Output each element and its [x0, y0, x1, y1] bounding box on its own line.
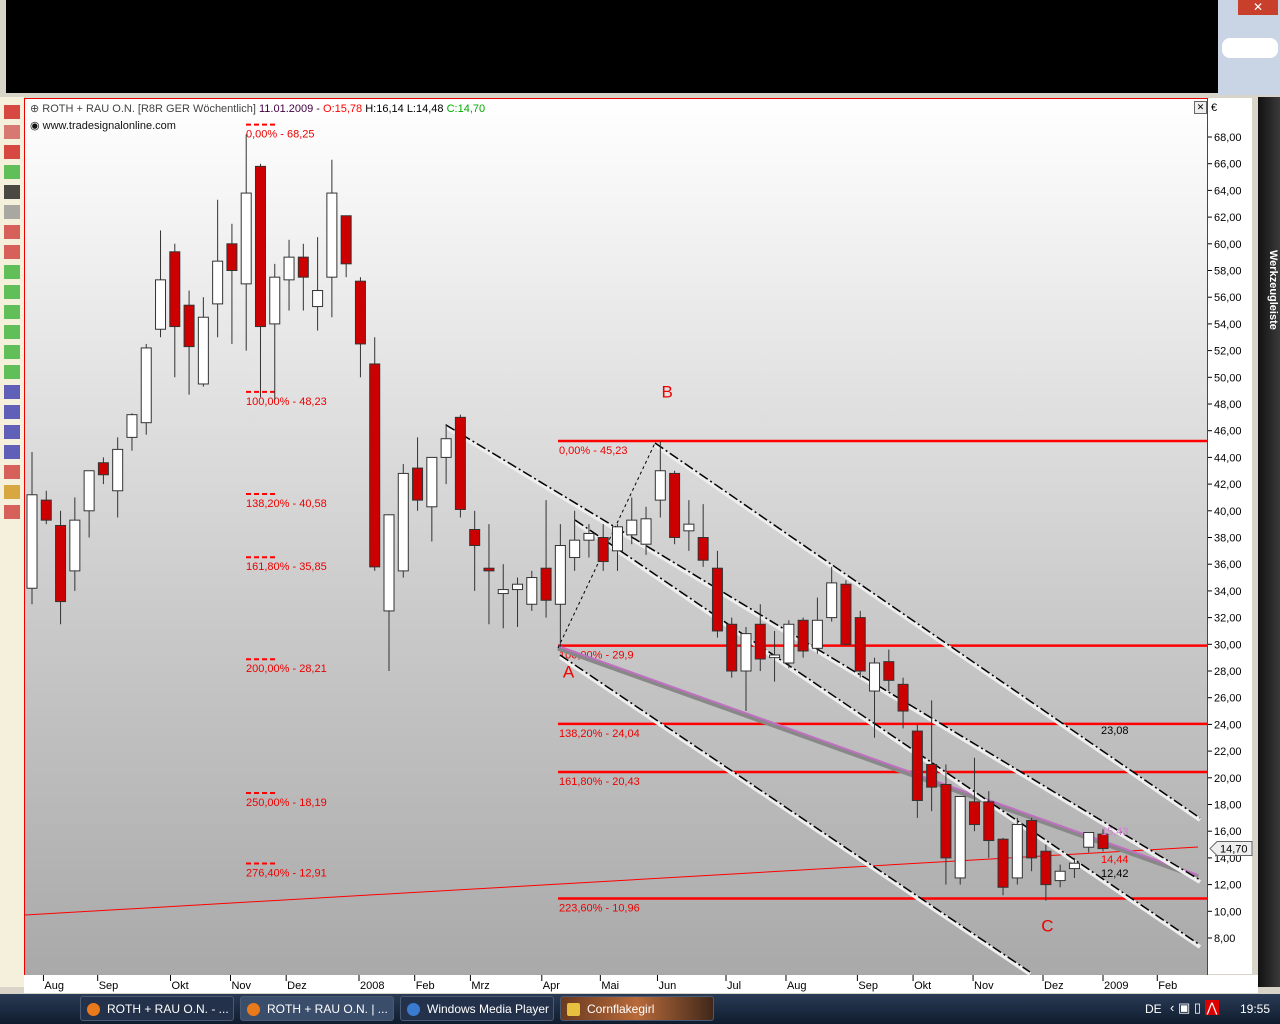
instrument-name: ROTH + RAU O.N. [R8R GER Wöchentlich]: [42, 103, 256, 115]
drawing-tool-icon[interactable]: [4, 465, 20, 479]
task-label: Windows Media Player: [427, 1002, 550, 1016]
chart-header: ⊕ ROTH + RAU O.N. [R8R GER Wöchentlich] …: [30, 102, 485, 115]
currency-label: €: [1211, 102, 1218, 114]
drawing-tool-icon[interactable]: [4, 485, 20, 499]
open-value: O:15,78: [323, 103, 363, 115]
language-indicator[interactable]: DE: [1145, 1002, 1162, 1016]
low-value: L:14,48: [406, 103, 444, 115]
drawing-tool-icon[interactable]: [4, 305, 20, 319]
drawing-tool-icon[interactable]: [4, 365, 20, 379]
drawing-tool-icon[interactable]: [4, 185, 20, 199]
chart-settings-icon[interactable]: ⊕: [30, 103, 43, 115]
drawing-tool-icon[interactable]: [4, 445, 20, 459]
chart-area[interactable]: [24, 98, 1208, 976]
language-flag-icon[interactable]: [1222, 38, 1278, 58]
source-url-text: www.tradesignalonline.com: [42, 120, 176, 132]
bar-date: 11.01.2009 -: [258, 103, 320, 115]
taskbar: ROTH + RAU O.N. - ... ROTH + RAU O.N. | …: [0, 994, 1280, 1024]
taskbar-item-folder[interactable]: Cornflakegirl: [560, 996, 714, 1021]
task-label: ROTH + RAU O.N. | ...: [267, 1002, 388, 1016]
high-value: H:16,14: [365, 103, 404, 115]
drawing-tool-icon[interactable]: [4, 385, 20, 399]
drawing-tool-icon[interactable]: [4, 345, 20, 359]
drawing-tool-icon[interactable]: [4, 265, 20, 279]
close-value: C:14,70: [446, 103, 486, 115]
drawing-tool-icon[interactable]: [4, 125, 20, 139]
folder-icon: [567, 1003, 580, 1016]
drawing-tool-icon[interactable]: [4, 165, 20, 179]
drawing-tool-icon[interactable]: [4, 405, 20, 419]
firefox-icon: [87, 1003, 100, 1016]
drawing-tool-icon[interactable]: [4, 245, 20, 259]
top-black-area: [6, 0, 1218, 93]
close-chart-icon[interactable]: ✕: [1194, 101, 1207, 114]
firefox-icon: [247, 1003, 260, 1016]
close-window-button[interactable]: ✕: [1238, 0, 1278, 15]
task-label: Cornflakegirl: [587, 1002, 655, 1016]
source-url[interactable]: ◉ www.tradesignalonline.com: [30, 119, 176, 132]
media-player-icon: [407, 1003, 420, 1016]
taskbar-item-firefox-1[interactable]: ROTH + RAU O.N. - ...: [80, 996, 234, 1021]
drawing-tool-icon[interactable]: [4, 145, 20, 159]
time-axis[interactable]: [24, 975, 1258, 993]
task-label: ROTH + RAU O.N. - ...: [107, 1002, 229, 1016]
browser-corner: ✕: [1218, 0, 1280, 95]
price-axis[interactable]: [1208, 98, 1252, 974]
drawing-tool-icon[interactable]: [4, 285, 20, 299]
drawing-tool-icon[interactable]: [4, 225, 20, 239]
taskbar-item-media-player[interactable]: Windows Media Player: [400, 996, 554, 1021]
clock[interactable]: 19:55: [1240, 1002, 1271, 1016]
drawing-tool-icon[interactable]: [4, 205, 20, 219]
tray-icons[interactable]: ‹ ▣ ▯ ⋀: [1170, 1000, 1220, 1015]
drawing-tool-icon[interactable]: [4, 325, 20, 339]
drawing-tool-icon[interactable]: [4, 105, 20, 119]
taskbar-item-firefox-2[interactable]: ROTH + RAU O.N. | ...: [240, 996, 394, 1021]
web-icon: ◉: [30, 120, 43, 132]
tool-panel: [1258, 97, 1280, 987]
drawing-tool-icon[interactable]: [4, 505, 20, 519]
toolbar-label[interactable]: Werkzeugleiste: [1267, 250, 1279, 330]
drawing-tool-icon[interactable]: [4, 425, 20, 439]
drawing-toolbar: [0, 97, 24, 987]
